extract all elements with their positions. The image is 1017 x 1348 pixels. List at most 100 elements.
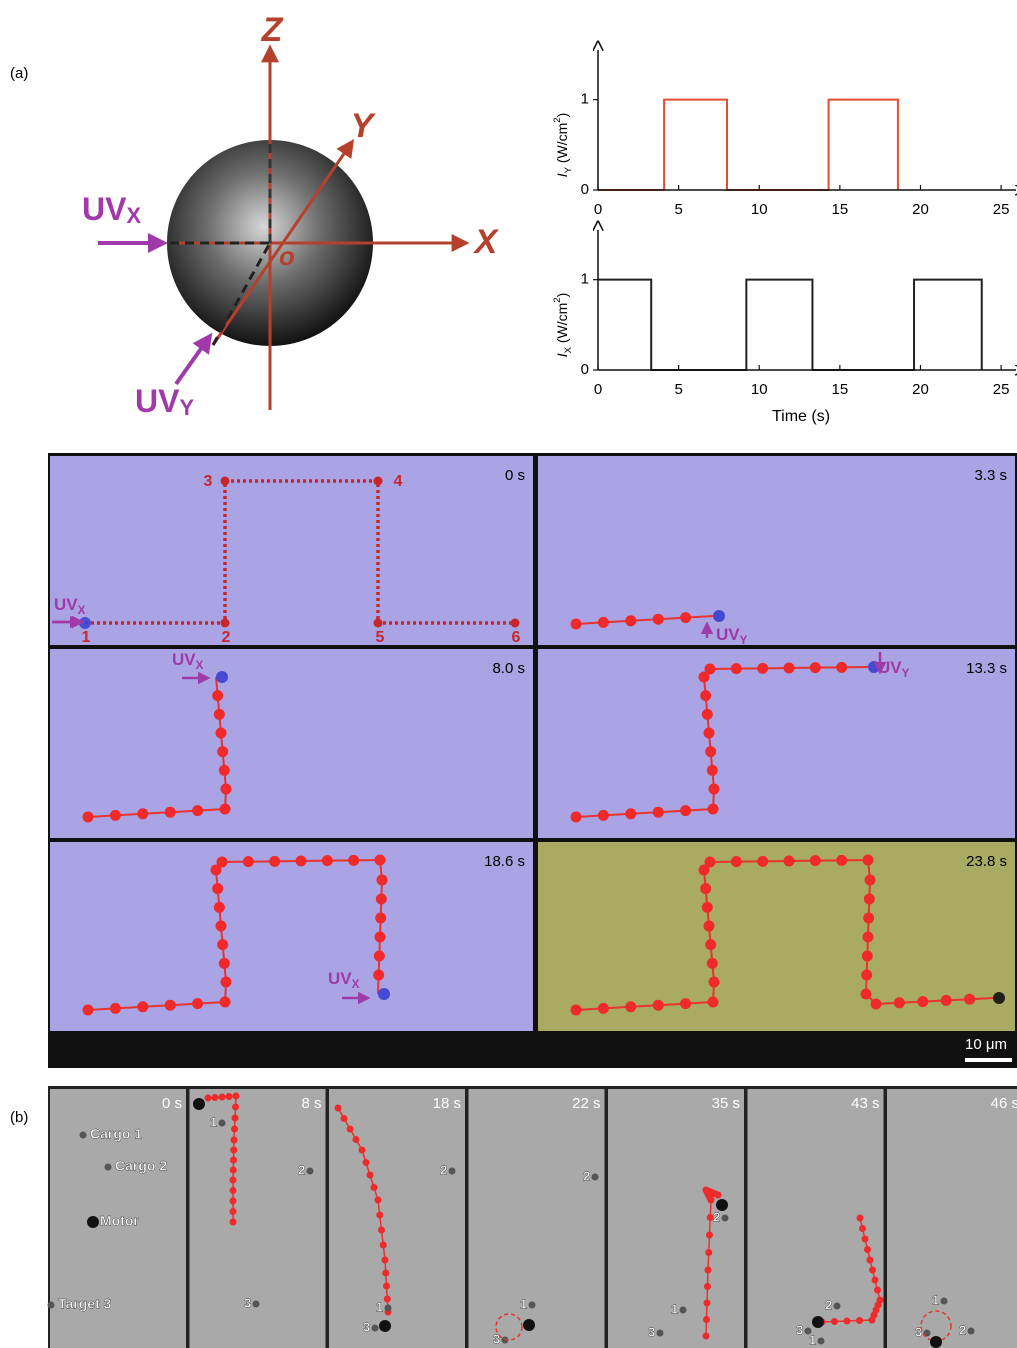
path-label: 6 xyxy=(512,629,521,646)
trajectory-dot xyxy=(863,932,874,943)
trajectory-dot xyxy=(214,902,225,913)
x-tick-label: 25 xyxy=(993,381,1010,398)
uv-label-part: UV xyxy=(82,191,127,227)
trajectory-dot xyxy=(784,663,795,674)
trajectory-dot xyxy=(165,1000,176,1011)
trajectory-dot xyxy=(375,1197,382,1204)
particle-label: 2 xyxy=(440,1162,447,1177)
trajectory-dot xyxy=(704,1300,711,1307)
trajectory-dot xyxy=(137,808,148,819)
trajectory-dot xyxy=(872,1277,879,1284)
panel-label: (a) xyxy=(10,65,28,82)
path-label-part: UV xyxy=(54,595,78,614)
trajectory-dot xyxy=(219,1094,226,1101)
time-label: 18 s xyxy=(433,1095,461,1112)
uv-label: UVX xyxy=(82,191,141,227)
trajectory-dot xyxy=(705,1267,712,1274)
path-label-part: X xyxy=(352,979,360,991)
x-tick-label: 20 xyxy=(912,381,929,398)
motor xyxy=(716,1199,728,1211)
trajectory-dot xyxy=(205,1095,212,1102)
motor xyxy=(523,1319,535,1331)
micrograph-bg xyxy=(50,456,533,645)
trajectory-dot xyxy=(382,1270,389,1277)
micrograph-bg xyxy=(538,649,1015,838)
trajectory-dot xyxy=(864,1246,871,1253)
trajectory-dot xyxy=(844,1318,851,1325)
waypoint xyxy=(221,477,230,486)
particle xyxy=(385,1305,392,1312)
trajectory-dot xyxy=(232,1115,239,1122)
x-tick-label: 0 xyxy=(594,381,602,398)
particle xyxy=(48,1302,55,1309)
particle-label: 1 xyxy=(671,1301,678,1316)
trajectory-dot xyxy=(380,1242,387,1249)
time-label: 0 s xyxy=(505,467,525,484)
time-label: 35 s xyxy=(712,1095,740,1112)
y-tick-label: 1 xyxy=(581,271,589,288)
trajectory-dot xyxy=(83,1005,94,1016)
trajectory-dot xyxy=(941,995,952,1006)
time-label: 23.8 s xyxy=(966,853,1007,870)
path-label-part: 4 xyxy=(394,473,403,490)
trajectory-dot xyxy=(322,855,333,866)
particle xyxy=(87,1216,99,1228)
particle xyxy=(219,1120,226,1127)
scale-label: 10 μm xyxy=(965,1036,1007,1053)
path-label-part: 3 xyxy=(204,473,213,490)
trajectory-dot xyxy=(964,994,975,1005)
axis-name: X xyxy=(473,223,500,261)
trajectory-dot xyxy=(217,857,228,868)
trajectory-dot xyxy=(836,855,847,866)
trajectory-dot xyxy=(731,856,742,867)
trajectory-dot xyxy=(371,1184,378,1191)
time-label: 46 s xyxy=(991,1095,1017,1112)
trajectory-dot xyxy=(653,614,664,625)
trajectory-dot xyxy=(702,902,713,913)
y-axis-label: IY (W/cm2) xyxy=(552,113,574,178)
trajectory-dot xyxy=(862,951,873,962)
path-label-part: Y xyxy=(902,668,910,680)
origin-label: o xyxy=(279,241,295,271)
trajectory-dot xyxy=(571,619,582,630)
particle-label: 3 xyxy=(493,1331,500,1346)
trajectory-dot xyxy=(810,662,821,673)
micrograph-bg xyxy=(50,842,533,1031)
trajectory-dot xyxy=(230,1167,237,1174)
trajectory-dot xyxy=(231,1137,238,1144)
x-tick-label: 5 xyxy=(674,201,682,218)
trajectory-dot xyxy=(219,765,230,776)
trajectory-dot xyxy=(704,728,715,739)
trajectory-dot xyxy=(680,805,691,816)
trajectory-dot xyxy=(137,1001,148,1012)
micrograph: 8.0 s xyxy=(50,649,533,838)
trajectory-dot xyxy=(680,612,691,623)
particle xyxy=(105,1164,112,1171)
trajectory-dot xyxy=(856,1317,863,1324)
axis-name: Z xyxy=(261,11,284,49)
trajectory-dot xyxy=(598,617,609,628)
x-tick-label: 10 xyxy=(751,381,768,398)
trajectory-dot xyxy=(705,664,716,675)
trajectory-dot xyxy=(83,812,94,823)
uv-label-part: Y xyxy=(179,395,194,420)
particle-label: 2 xyxy=(959,1322,966,1337)
trajectory-dot xyxy=(230,1208,237,1215)
trajectory-dot xyxy=(226,1093,233,1100)
path-label: 2 xyxy=(222,629,231,646)
motor xyxy=(812,1316,824,1328)
particle-label: 3 xyxy=(796,1322,803,1337)
path-label-part: UV xyxy=(172,650,196,669)
trajectory-dot xyxy=(376,1212,383,1219)
trajectory-dot xyxy=(220,997,231,1008)
particle-label: 3 xyxy=(244,1295,251,1310)
trajectory-dot xyxy=(296,856,307,867)
particle-label: 3 xyxy=(363,1319,370,1334)
trajectory-dot xyxy=(864,894,875,905)
trajectory-dot xyxy=(877,1297,884,1304)
particle-label: Cargo 2 xyxy=(115,1158,167,1174)
path-label: 1 xyxy=(82,629,91,646)
particle xyxy=(80,1132,87,1139)
time-label: 43 s xyxy=(851,1095,879,1112)
y-axis-label: IX (W/cm2) xyxy=(552,293,574,358)
